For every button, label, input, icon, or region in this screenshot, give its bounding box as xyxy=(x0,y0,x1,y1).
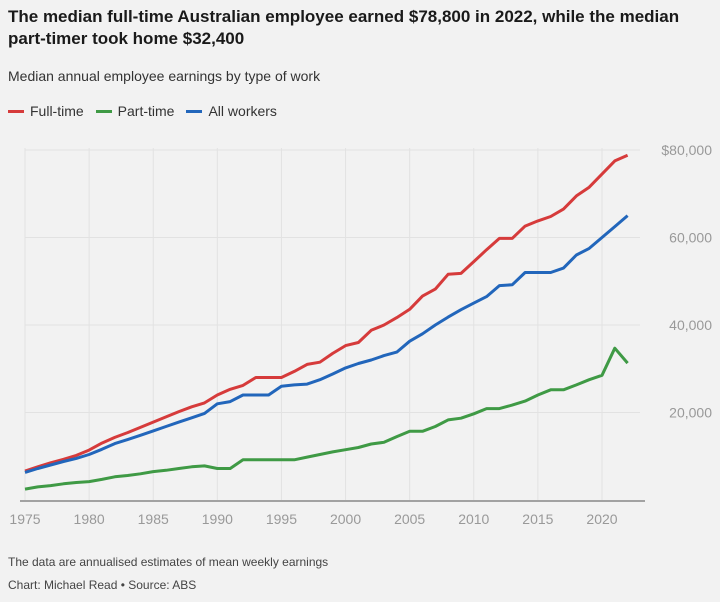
y-tick-label: 60,000 xyxy=(669,230,712,246)
x-tick-label: 1980 xyxy=(74,511,105,527)
series-line-all-workers xyxy=(24,214,629,474)
x-tick-label: 2015 xyxy=(522,511,553,527)
chart-title: The median full-time Australian employee… xyxy=(8,7,680,48)
x-tick-label: 1995 xyxy=(266,511,297,527)
chart-note: The data are annualised estimates of mea… xyxy=(8,555,329,569)
y-tick-label: 20,000 xyxy=(669,405,712,421)
chart-subtitle: Median annual employee earnings by type … xyxy=(8,68,321,84)
x-tick-label: 2010 xyxy=(458,511,489,527)
legend-label: Part-time xyxy=(117,103,175,119)
legend-swatch xyxy=(186,109,203,113)
legend-swatch xyxy=(8,109,24,113)
x-tick-label: 1990 xyxy=(202,511,233,527)
x-tick-label: 2020 xyxy=(586,511,617,527)
x-tick-label: 2005 xyxy=(394,511,425,527)
legend-item-part-time: Part-time xyxy=(95,103,175,119)
legend-item-full-time: Full-time xyxy=(8,103,84,119)
x-tick-label: 2000 xyxy=(330,511,361,527)
x-tick-label: 1985 xyxy=(138,511,169,527)
legend-label: Full-time xyxy=(30,103,84,119)
legend-label: All workers xyxy=(208,103,277,119)
y-tick-label: 40,000 xyxy=(669,317,712,333)
legend-swatch xyxy=(95,109,112,113)
series-line-part-time xyxy=(24,346,629,491)
chart-credit: Chart: Michael Read • Source: ABS xyxy=(8,578,197,592)
series-line-full-time xyxy=(24,153,629,473)
x-tick-label: 1975 xyxy=(9,511,40,527)
legend: Full-time Part-time All workers xyxy=(8,103,277,119)
legend-item-all-workers: All workers xyxy=(186,103,277,119)
y-tick-label: $80,000 xyxy=(661,142,712,158)
